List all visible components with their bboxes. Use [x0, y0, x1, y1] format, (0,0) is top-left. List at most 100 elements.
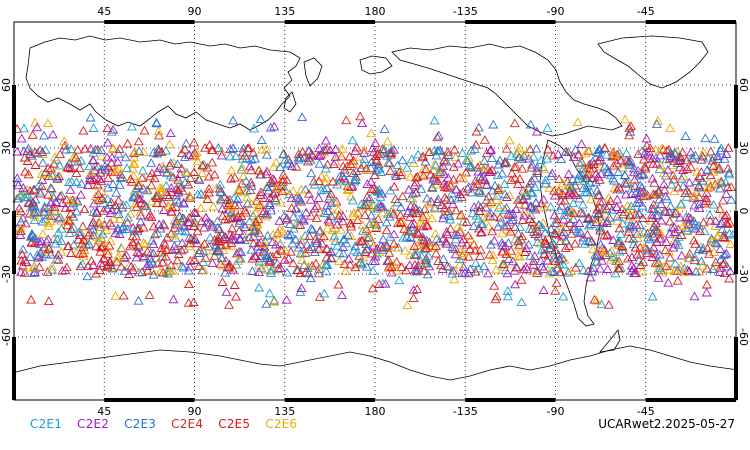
observation-marker — [689, 252, 700, 262]
observation-marker — [123, 212, 133, 222]
observation-marker — [368, 201, 379, 211]
observation-marker — [96, 222, 106, 231]
observation-marker — [56, 236, 67, 245]
observation-marker — [626, 189, 637, 198]
observation-marker — [624, 123, 635, 132]
observation-marker — [97, 260, 108, 270]
observation-marker — [641, 133, 652, 143]
observation-marker — [15, 191, 26, 200]
observation-marker — [479, 156, 490, 165]
observation-marker — [586, 237, 597, 247]
observation-marker — [594, 245, 605, 254]
observation-marker — [313, 244, 324, 254]
observation-marker — [267, 251, 278, 261]
observation-marker — [575, 227, 586, 236]
observation-marker — [392, 197, 403, 207]
observation-marker — [33, 252, 44, 262]
observation-marker — [98, 241, 108, 251]
observation-marker — [570, 144, 581, 154]
observation-marker — [537, 222, 548, 232]
observation-marker — [325, 145, 336, 154]
observation-marker — [229, 172, 240, 182]
observation-marker — [342, 185, 353, 194]
observation-marker — [568, 152, 579, 162]
observation-marker — [68, 222, 79, 232]
observation-marker — [411, 172, 421, 182]
observation-marker — [281, 175, 292, 185]
observation-marker — [161, 166, 172, 176]
observation-marker — [652, 115, 663, 125]
observation-marker — [306, 168, 317, 178]
observation-marker — [199, 222, 210, 232]
observation-marker — [248, 210, 259, 220]
observation-marker — [490, 180, 500, 190]
observation-marker — [701, 188, 712, 197]
observation-marker — [199, 190, 210, 199]
observation-marker — [514, 142, 525, 152]
observation-marker — [439, 182, 450, 192]
observation-marker — [347, 135, 358, 145]
observation-marker — [724, 273, 735, 283]
observation-marker — [708, 199, 719, 209]
observation-marker — [626, 183, 637, 193]
observation-marker — [395, 217, 406, 226]
observation-marker — [146, 168, 157, 178]
observation-marker — [306, 223, 317, 233]
observation-marker — [608, 160, 619, 170]
observation-marker — [710, 257, 721, 266]
observation-marker — [246, 154, 257, 164]
observation-marker — [33, 212, 44, 221]
observation-marker — [170, 261, 181, 271]
legend-item-c2e4: C2E4 — [171, 417, 204, 431]
observation-marker — [497, 228, 508, 238]
observation-marker — [264, 257, 275, 267]
observation-marker — [665, 201, 676, 210]
observation-marker — [592, 185, 603, 195]
observation-marker — [647, 173, 658, 183]
observation-marker — [118, 290, 129, 300]
observation-marker — [450, 234, 461, 244]
observation-marker — [121, 200, 132, 209]
observation-marker — [587, 266, 598, 276]
observation-marker — [253, 202, 264, 212]
observation-marker — [513, 236, 524, 246]
observation-marker — [266, 205, 277, 215]
observation-marker — [296, 213, 307, 223]
observation-marker — [148, 269, 159, 279]
observation-marker — [441, 195, 452, 204]
observation-marker — [106, 152, 117, 162]
observation-marker — [241, 176, 252, 185]
legend-item-c2e3: C2E3 — [124, 417, 157, 431]
observation-marker — [473, 213, 484, 223]
observation-marker — [624, 130, 635, 140]
observation-marker — [249, 225, 260, 235]
observation-marker — [326, 211, 337, 220]
observation-marker — [72, 144, 83, 154]
observation-marker — [613, 167, 624, 176]
observation-marker — [108, 124, 119, 134]
observation-marker — [412, 240, 423, 250]
observation-marker — [610, 252, 620, 262]
observation-marker — [218, 245, 229, 254]
observation-marker — [501, 249, 512, 259]
observation-marker — [619, 170, 630, 179]
observation-marker — [557, 230, 568, 240]
observation-marker — [229, 280, 240, 289]
observation-marker — [114, 144, 125, 153]
observation-marker — [653, 257, 664, 267]
observation-marker — [244, 161, 255, 171]
observation-marker — [176, 163, 187, 173]
observation-marker — [678, 165, 689, 174]
observation-marker — [220, 267, 231, 277]
observation-marker — [128, 158, 139, 168]
observation-marker — [651, 249, 662, 259]
observation-marker — [270, 193, 281, 202]
observation-marker — [519, 150, 529, 160]
observation-marker — [462, 156, 473, 166]
observation-marker — [234, 218, 245, 228]
observation-marker — [85, 112, 96, 122]
latitude-label: -60 — [0, 328, 13, 346]
observation-marker — [373, 214, 384, 223]
observation-marker — [386, 267, 397, 277]
observation-marker — [474, 186, 485, 196]
